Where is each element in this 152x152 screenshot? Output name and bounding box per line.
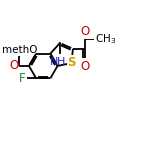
Text: F: F [19,72,25,85]
Text: NH$_2$: NH$_2$ [49,55,71,69]
Text: O: O [80,25,89,38]
Text: methO: methO [2,45,37,55]
Text: CH$_3$: CH$_3$ [95,32,116,46]
Text: O: O [80,60,89,73]
Text: S: S [67,56,76,69]
Text: O: O [10,59,19,73]
